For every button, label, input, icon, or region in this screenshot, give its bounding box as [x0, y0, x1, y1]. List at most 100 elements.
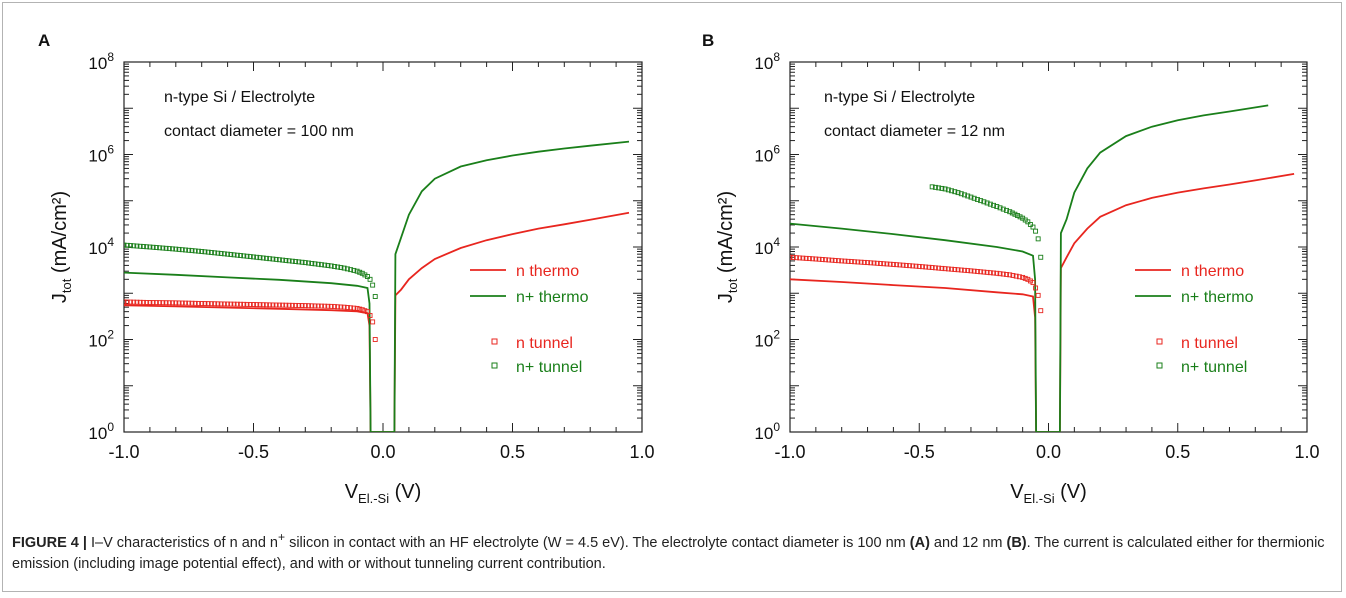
marker-n-tunnel — [997, 271, 1003, 277]
marker-n-tunnel — [351, 305, 357, 311]
marker-n-plus-tunnel — [280, 257, 286, 263]
marker-n-tunnel — [251, 302, 256, 307]
marker-n-tunnel — [894, 262, 900, 268]
marker-n-tunnel — [319, 303, 324, 309]
marker-n-plus-tunnel — [157, 245, 163, 251]
marker-n-tunnel — [179, 300, 185, 306]
marker-n-tunnel — [370, 319, 376, 325]
marker-n-tunnel — [819, 257, 825, 262]
annotation-1: n-type Si / Electrolyte — [164, 89, 315, 106]
marker-n-tunnel — [900, 262, 906, 268]
marker-n-tunnel — [920, 264, 925, 270]
marker-n-plus-tunnel — [238, 253, 244, 258]
marker-n-plus-tunnel — [1017, 214, 1023, 220]
x-tick-label: 0.5 — [1165, 442, 1190, 462]
marker-n-tunnel — [137, 299, 143, 305]
x-tick-label: 0.5 — [500, 442, 525, 462]
marker-n-plus-tunnel — [991, 202, 997, 208]
marker-n-plus-tunnel — [1038, 254, 1044, 260]
marker-n-tunnel — [359, 307, 365, 313]
marker-n-plus-tunnel — [325, 263, 331, 268]
marker-n-tunnel — [881, 261, 887, 267]
marker-n-tunnel — [328, 303, 334, 309]
marker-n-tunnel — [858, 259, 864, 265]
marker-n-plus-tunnel — [1035, 236, 1041, 242]
marker-n-plus-tunnel — [296, 259, 302, 265]
marker-n-plus-tunnel — [929, 184, 935, 190]
marker-n-tunnel — [124, 299, 127, 305]
marker-n-plus-tunnel — [137, 243, 143, 249]
marker-n-tunnel — [254, 302, 260, 308]
caption-text-1: I–V characteristics of n and n — [86, 534, 278, 551]
caption-text-2: silicon in contact with an HF electrolyt… — [285, 534, 910, 551]
marker-n-tunnel — [244, 301, 250, 307]
marker-n-tunnel — [309, 303, 315, 309]
marker-n-plus-tunnel — [247, 254, 253, 260]
marker-n-tunnel — [945, 266, 951, 272]
annotation-2: contact diameter = 100 nm — [164, 123, 354, 140]
marker-n-tunnel — [981, 269, 987, 275]
marker-n-tunnel — [1016, 274, 1022, 280]
marker-n-tunnel — [163, 300, 169, 306]
marker-n-plus-tunnel — [299, 259, 305, 265]
marker-n-tunnel — [907, 263, 913, 269]
marker-n-plus-tunnel — [286, 258, 292, 264]
marker-n-plus-tunnel — [949, 188, 955, 194]
marker-n-plus-tunnel — [348, 267, 354, 273]
marker-n-tunnel — [131, 299, 137, 305]
marker-n-tunnel — [144, 300, 150, 305]
figure-caption: FIGURE 4 | I–V characteristics of n and … — [12, 527, 1332, 575]
marker-n-plus-tunnel — [124, 242, 130, 248]
marker-n-tunnel — [910, 263, 916, 269]
marker-n-plus-tunnel — [942, 186, 948, 192]
marker-n-tunnel — [887, 261, 893, 267]
marker-n-tunnel — [228, 301, 234, 307]
marker-n-plus-tunnel — [124, 242, 127, 248]
marker-n-plus-tunnel — [1015, 213, 1020, 218]
marker-n-tunnel — [276, 302, 282, 308]
marker-n-plus-tunnel — [987, 201, 993, 207]
marker-n-plus-tunnel — [128, 243, 133, 249]
marker-n-tunnel — [322, 303, 328, 309]
marker-n-tunnel — [147, 300, 153, 305]
caption-text-4: . The current is calculated either for t… — [12, 534, 1325, 572]
marker-n-tunnel — [124, 299, 130, 305]
marker-n-plus-tunnel — [322, 262, 328, 268]
marker-n-tunnel — [848, 259, 854, 265]
marker-n-plus-tunnel — [997, 205, 1003, 211]
marker-n-tunnel — [234, 301, 240, 307]
marker-n-tunnel — [852, 259, 858, 265]
marker-n-plus-tunnel — [189, 248, 195, 254]
marker-n-tunnel — [984, 269, 990, 275]
marker-n-plus-tunnel — [264, 255, 269, 261]
legend-swatch — [1156, 338, 1163, 345]
marker-n-plus-tunnel — [994, 204, 1000, 209]
marker-n-tunnel — [218, 301, 224, 307]
marker-n-tunnel — [196, 300, 201, 306]
marker-n-tunnel — [157, 300, 163, 306]
marker-n-tunnel — [836, 258, 841, 264]
marker-n-tunnel — [790, 254, 793, 260]
marker-n-tunnel — [978, 269, 984, 275]
marker-n-plus-tunnel — [1030, 224, 1036, 230]
marker-n-tunnel — [1022, 275, 1028, 281]
marker-n-plus-tunnel — [273, 256, 279, 262]
y-tick-label: 104 — [754, 235, 780, 258]
marker-n-plus-tunnel — [981, 199, 987, 205]
marker-n-plus-tunnel — [267, 256, 273, 262]
marker-n-tunnel — [170, 300, 176, 306]
marker-n-plus-tunnel — [341, 265, 347, 271]
legend-label: n thermo — [1181, 263, 1244, 280]
y-axis-label: Jtot (mA/cm²) — [715, 191, 740, 303]
marker-n-tunnel — [987, 270, 993, 276]
marker-n-plus-tunnel — [153, 245, 159, 250]
marker-n-plus-tunnel — [244, 253, 250, 259]
marker-n-tunnel — [247, 302, 253, 307]
marker-n-plus-tunnel — [205, 249, 211, 255]
chart-panel-b: B 100 102 104 106 108 -1.0 -0.5 0.0 0.5 1.0 VEl.-Si… — [702, 31, 1320, 506]
y-tick-label: 106 — [754, 143, 780, 166]
marker-n-tunnel — [372, 337, 378, 342]
marker-n-tunnel — [367, 313, 373, 318]
charts-canvas: A 100 102 104 106 108 -1.0 -0.5 0.0 0.5 1.0 VEl.-Si… — [38, 31, 1320, 506]
marker-n-plus-tunnel — [962, 192, 967, 198]
